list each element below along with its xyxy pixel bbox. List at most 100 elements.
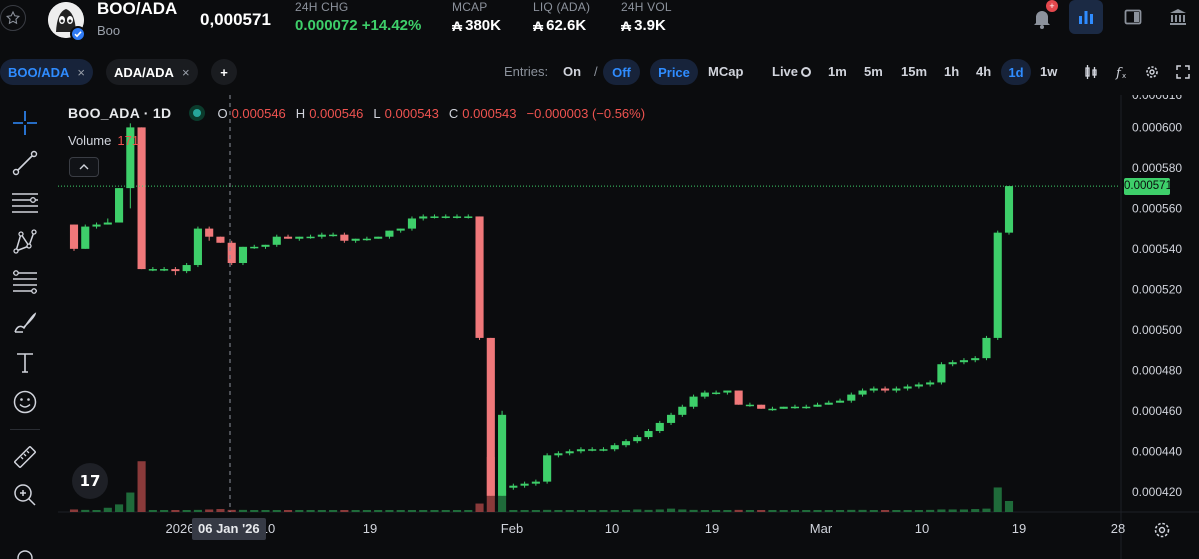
candle-body — [914, 384, 923, 387]
chart-view-icon[interactable] — [1069, 0, 1103, 34]
timeframe-1d[interactable]: 1d — [1001, 59, 1031, 85]
volume-bar — [858, 509, 867, 512]
zoom-in-icon[interactable] — [10, 480, 40, 510]
volume-bar — [306, 510, 315, 512]
timeframe-1w[interactable]: 1w — [1040, 64, 1058, 79]
entries-off-button[interactable]: Off — [603, 59, 640, 85]
candle-type-icon[interactable] — [1080, 61, 1102, 83]
timeframe-15m[interactable]: 15m — [901, 64, 928, 79]
stat-label: 24H VOL — [621, 0, 672, 14]
candle-body — [678, 406, 687, 415]
candle-body — [148, 269, 157, 271]
stat-label: 24H CHG — [295, 0, 349, 14]
candle-body — [543, 455, 552, 482]
candle-body — [441, 216, 450, 218]
close-icon[interactable]: × — [77, 64, 85, 80]
y-tick-label: 0.000540 — [1132, 242, 1182, 256]
volume-bar — [892, 510, 901, 512]
candle-body — [993, 232, 1002, 338]
volume-bar — [340, 510, 349, 512]
tab-label: ADA/ADA — [114, 64, 174, 80]
crosshair-date-label: 06 Jan '26 — [192, 518, 266, 540]
text-icon[interactable] — [10, 348, 40, 378]
candle-body — [869, 388, 878, 391]
candle-body — [588, 449, 597, 451]
emoji-icon[interactable] — [10, 387, 40, 417]
tab-ada-ada[interactable]: ADA/ADA × — [106, 59, 198, 85]
live-toggle[interactable]: Live — [772, 64, 812, 79]
price-chart[interactable]: 0.000616 0.000600 0.000580 0.000560 0.000540… — [58, 95, 1199, 559]
volume-bar — [948, 509, 957, 512]
volume-bar — [959, 509, 968, 512]
timeframe-1m[interactable]: 1m — [828, 64, 847, 79]
timeframe-4h[interactable]: 4h — [976, 64, 992, 79]
candle-body — [565, 451, 574, 454]
timeframe-5m[interactable]: 5m — [864, 64, 883, 79]
volume-bar — [734, 509, 743, 512]
candle-body — [621, 441, 631, 446]
timeframe-1h[interactable]: 1h — [944, 64, 960, 79]
candle-body — [858, 390, 867, 395]
ada-icon: ₳ — [621, 17, 632, 34]
candle-body — [250, 246, 259, 249]
y-tick-label: 0.000520 — [1132, 282, 1182, 296]
panel-layout-icon[interactable] — [1116, 0, 1150, 34]
candle-body — [520, 483, 529, 486]
tab-boo-ada[interactable]: BOO/ADA × — [0, 59, 93, 85]
entries-label: Entries: — [504, 64, 549, 79]
favorite-star-icon[interactable] — [0, 5, 26, 31]
volume-bar — [903, 510, 912, 512]
pattern-icon[interactable] — [10, 227, 40, 257]
candle-body — [452, 216, 462, 218]
add-tab-button[interactable]: + — [211, 59, 237, 85]
x-tick-label: 19 — [705, 521, 719, 536]
candle-body — [948, 362, 957, 365]
more-tools-icon[interactable] — [10, 547, 40, 559]
settings-gear-icon[interactable] — [1141, 61, 1163, 83]
candle-body — [396, 228, 405, 231]
open-value: 0.000546 — [231, 105, 286, 121]
volume-bar — [565, 510, 574, 512]
drawing-tools-sidebar — [0, 95, 50, 559]
candle-body — [362, 238, 371, 241]
mcap-mode-button[interactable]: MCap — [708, 64, 744, 79]
entries-on-button[interactable]: On — [563, 64, 582, 79]
stat-mcap: MCAP ₳ 380K — [452, 0, 501, 34]
candle-body — [340, 234, 349, 241]
notification-bell-icon[interactable] — [1030, 6, 1054, 30]
y-tick-label: 0.000500 — [1132, 323, 1182, 337]
volume-bar — [813, 510, 822, 512]
fib-icon[interactable] — [10, 267, 40, 297]
bank-icon[interactable] — [1161, 0, 1195, 34]
stat-value-row: ₳ 3.9K — [621, 17, 672, 34]
volume-bar — [419, 510, 428, 512]
collapse-legend-button[interactable] — [69, 157, 99, 177]
fullscreen-icon[interactable] — [1172, 61, 1194, 83]
stat-value: 3.9K — [634, 17, 666, 34]
close-key: C — [448, 105, 459, 121]
candle-body — [227, 242, 236, 264]
notification-badge: + — [1046, 0, 1058, 12]
tradingview-logo-icon[interactable]: 17 — [72, 463, 108, 499]
close-icon[interactable]: × — [181, 64, 190, 80]
volume-bar — [689, 509, 698, 512]
candlestick-chart-svg[interactable]: 0.000616 0.000600 0.000580 0.000560 0.000540… — [58, 95, 1199, 559]
volume-label: Volume — [68, 133, 112, 148]
volume-bar — [295, 510, 304, 512]
y-tick-label: 0.000420 — [1132, 485, 1182, 499]
candle-body — [959, 360, 968, 363]
price-mode-button[interactable]: Price — [650, 59, 698, 85]
volume-bar — [588, 510, 597, 512]
brush-icon[interactable] — [10, 308, 40, 338]
crosshair-icon[interactable] — [10, 108, 40, 138]
stat-value: 380K — [465, 17, 501, 34]
axis-settings-gear-icon[interactable] — [1152, 520, 1172, 540]
live-label: Live — [772, 64, 799, 79]
horizontal-lines-icon[interactable] — [10, 188, 40, 218]
y-tick-label: 0.000600 — [1132, 120, 1182, 134]
ruler-icon[interactable] — [10, 442, 40, 472]
trendline-icon[interactable] — [10, 148, 40, 178]
volume-bar — [238, 509, 248, 512]
candle-body — [385, 230, 394, 237]
